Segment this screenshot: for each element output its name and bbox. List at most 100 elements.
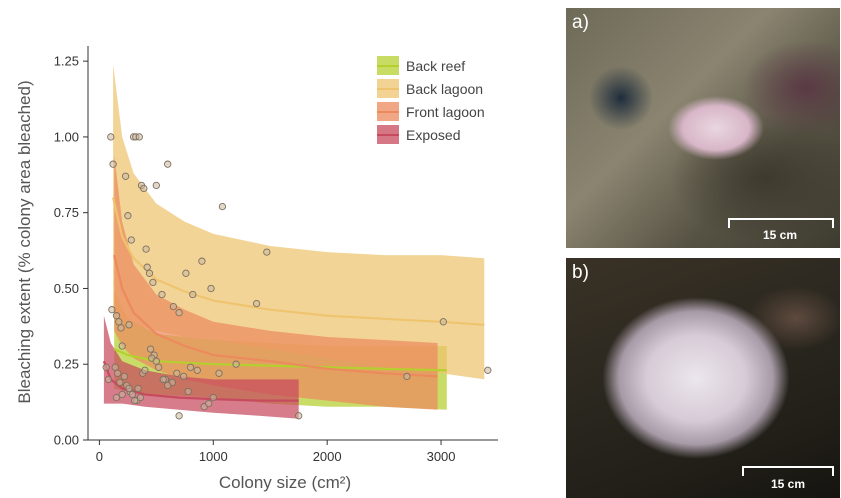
data-point <box>169 302 178 311</box>
data-points <box>102 133 492 420</box>
photo-b-label: b) <box>572 262 589 283</box>
x-tick-label: 2000 <box>313 449 342 464</box>
data-point <box>439 318 447 326</box>
data-point <box>207 284 215 293</box>
photo-a-scale-bar <box>728 218 834 228</box>
data-point <box>102 363 110 371</box>
data-point <box>164 160 172 168</box>
legend-item-front-lagoon: Front lagoon <box>377 102 485 121</box>
x-tick-label: 1000 <box>199 449 228 464</box>
data-point <box>112 312 121 320</box>
legend-item-back-reef: Back reef <box>377 56 465 75</box>
data-point <box>120 372 129 381</box>
data-point <box>154 363 163 371</box>
confidence-bands <box>103 64 485 419</box>
data-point <box>142 245 150 253</box>
exposed-fit-line <box>102 360 299 402</box>
legend-item-back-lagoon: Back lagoon <box>377 79 483 98</box>
axes <box>87 46 498 441</box>
data-point <box>175 412 183 420</box>
legend: Back reef Back lagoon Front lagoon Exposed <box>377 56 485 144</box>
data-point <box>140 184 148 193</box>
data-point <box>113 369 122 377</box>
data-point <box>232 360 240 368</box>
data-point <box>109 160 117 168</box>
back-lagoon-fit-line <box>112 197 485 326</box>
legend-item-exposed: Exposed <box>377 125 460 144</box>
data-point <box>116 378 124 387</box>
y-tick-label: 0.75 <box>54 205 79 220</box>
data-point <box>198 257 206 265</box>
legend-label: Exposed <box>406 127 460 143</box>
data-point <box>152 357 160 365</box>
data-point <box>112 393 121 402</box>
x-tick-label: 0 <box>96 449 103 464</box>
data-point <box>124 212 132 220</box>
data-point <box>186 363 195 371</box>
data-point <box>182 269 190 277</box>
front-lagoon-fit-line <box>113 254 438 378</box>
y-tick-label: 1.25 <box>54 54 79 69</box>
data-point <box>189 290 197 299</box>
data-point <box>164 381 172 390</box>
data-point <box>134 384 142 393</box>
data-point <box>484 366 492 374</box>
data-point <box>104 375 113 384</box>
data-point <box>135 133 143 141</box>
fit-lines <box>102 197 485 402</box>
y-ticks: 0.00 0.25 0.50 0.75 1.00 1.25 <box>54 54 88 448</box>
data-point <box>145 269 154 277</box>
y-tick-label: 0.00 <box>54 433 79 448</box>
data-point <box>131 396 139 405</box>
data-point <box>115 318 123 326</box>
data-point <box>118 342 126 350</box>
legend-label: Front lagoon <box>406 104 485 120</box>
photo-a-scale-label: 15 cm <box>762 228 798 242</box>
data-point <box>403 372 411 381</box>
data-point <box>209 393 217 402</box>
data-point <box>125 384 133 393</box>
back-lagoon-confidence-band <box>113 64 485 380</box>
data-point <box>143 263 151 271</box>
data-point <box>152 181 160 190</box>
data-point <box>146 345 155 353</box>
data-point <box>107 133 115 141</box>
data-point <box>159 375 167 384</box>
photo-b-scale-label: 15 cm <box>770 477 806 491</box>
data-point <box>252 299 261 308</box>
data-point <box>205 399 213 408</box>
legend-label: Back reef <box>406 58 465 74</box>
data-point <box>218 202 227 211</box>
photo-a: a) 15 cm <box>566 8 840 248</box>
data-point <box>263 248 271 256</box>
data-point <box>125 321 133 329</box>
data-point <box>128 390 137 399</box>
data-point <box>127 236 135 244</box>
x-axis-title: Colony size (cm²) <box>219 473 351 492</box>
data-point <box>136 393 145 402</box>
x-tick-label: 3000 <box>427 449 456 464</box>
data-point <box>295 412 303 420</box>
photo-b: b) 15 cm <box>566 258 840 498</box>
data-point <box>215 369 223 377</box>
photo-b-scale-bar <box>742 466 834 476</box>
photo-a-label: a) <box>572 12 589 33</box>
data-point <box>173 369 181 377</box>
x-ticks: 0 1000 2000 3000 <box>96 440 456 464</box>
y-tick-label: 0.50 <box>54 281 79 296</box>
data-point <box>149 278 157 287</box>
data-point <box>121 172 130 180</box>
back-reef-fit-line <box>113 348 447 372</box>
data-point <box>117 324 125 332</box>
data-point <box>158 290 166 299</box>
data-point <box>108 306 116 314</box>
y-tick-label: 0.25 <box>54 357 79 372</box>
y-tick-label: 1.00 <box>54 129 79 144</box>
data-point <box>111 363 119 371</box>
data-point <box>118 390 126 399</box>
exposed-confidence-band <box>103 315 299 419</box>
legend-label: Back lagoon <box>406 81 483 97</box>
data-point <box>180 372 188 381</box>
data-point <box>141 366 149 374</box>
